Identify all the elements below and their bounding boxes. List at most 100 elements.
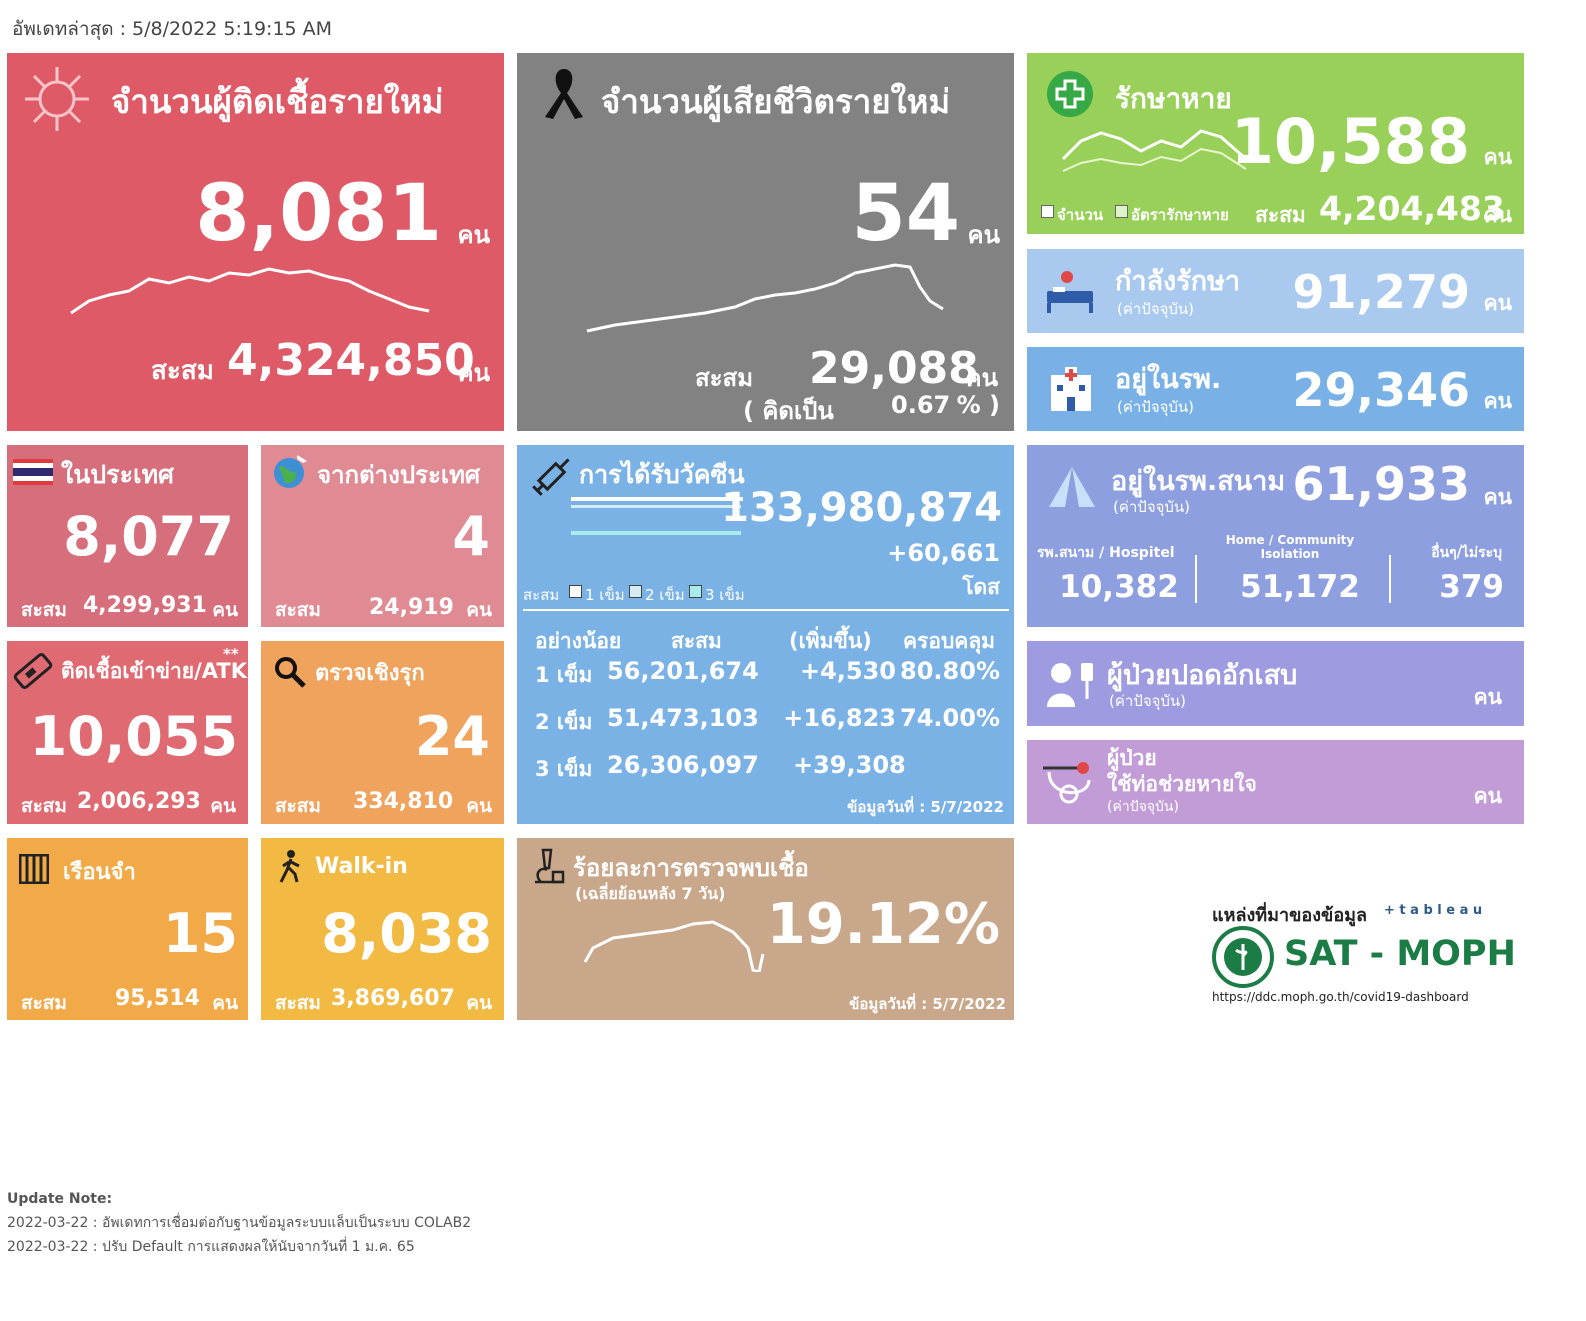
legend-count-swatch [1041,205,1054,218]
divider [1389,555,1391,603]
dose-delta: +4,530 [799,657,896,685]
treating-value: 91,279 [1292,265,1470,319]
ventilator-title-2: ใช้ท่อช่วยหายใจ [1107,772,1257,796]
field-sub: (ค่าปัจจุบัน) [1113,498,1191,516]
microscope-icon [535,848,565,884]
walkin-tile[interactable]: Walk-in 8,038 สะสม 3,869,607 คน [261,838,504,1020]
new-cases-tile[interactable]: จำนวนผู้ติดเชื้อรายใหม่ 8,081 คน สะสม 4,… [7,53,504,431]
divider [1195,555,1197,603]
positivity-tile[interactable]: ร้อยละการตรวจพบเชื้อ (เฉลี่ยย้อนหลัง 7 ว… [517,838,1014,1020]
vaccine-legend-2: 2 เข็ม [645,586,685,604]
positivity-date: ข้อมูลวันที่ : 5/7/2022 [849,995,1006,1013]
dose-label: 1 เข็ม [535,663,593,687]
hospital-tile[interactable]: อยู่ในรพ. (ค่าปัจจุบัน) 29,346 คน [1027,347,1524,431]
vaccine-legend-1: 1 เข็ม [585,586,625,604]
prison-value: 15 [162,902,238,965]
deaths-title: จำนวนผู้เสียชีวิตรายใหม่ [601,82,951,121]
recovered-cum-label: สะสม [1255,203,1306,227]
vaccine-bar-2 [571,505,741,508]
deaths-rate-open: ( คิดเป็น [743,397,834,425]
treating-title: กำลังรักษา [1115,266,1241,297]
positivity-value: 19.12% [766,892,1000,957]
dose-delta: +39,308 [793,751,906,779]
vaccine-header-delta: (เพิ่มขึ้น) [789,629,872,653]
new-cases-trend-line [70,267,430,315]
vaccine-date: ข้อมูลวันที่ : 5/7/2022 [847,798,1004,816]
field-title: อยู่ในรพ.สนาม [1111,466,1286,497]
field-unit: คน [1483,485,1512,509]
hospitel-label: รพ.สนาม / Hospitel [1037,545,1175,561]
prison-cum-unit: คน [212,992,238,1014]
vaccine-tile[interactable]: การได้รับวัคซีน 133,980,874 +60,661 โดส … [517,445,1014,824]
walkin-cum-label: สะสม [275,992,321,1014]
new-cases-cum: 4,324,850 [227,335,475,386]
recovered-tile[interactable]: รักษาหาย 10,588 คน จำนวน อัตรารักษาหาย ส… [1027,53,1524,234]
legend-rate-swatch [1115,205,1128,218]
treating-unit: คน [1483,291,1512,315]
deaths-rate-close: % ) [956,391,1000,419]
atk-tile[interactable]: ติดเชื้อเข้าข่าย/ATK ** 10,055 สะสม 2,00… [7,641,248,824]
field-value: 61,933 [1292,457,1470,511]
prison-cum-label: สะสม [21,992,67,1014]
home-isolation-value: 51,172 [1240,569,1360,605]
vaccine-title: การได้รับวัคซีน [579,460,745,489]
pneumonia-unit: คน [1473,685,1502,709]
plus-cross-icon [1047,71,1093,117]
prison-bars-icon [19,854,49,884]
ventilator-tile[interactable]: ผู้ป่วย ใช้ท่อช่วยหายใจ (ค่าปัจจุบัน) คน [1027,740,1524,824]
field-hospital-tile[interactable]: อยู่ในรพ.สนาม (ค่าปัจจุบัน) 61,933 คน รพ… [1027,445,1524,627]
prison-tile[interactable]: เรือนจำ 15 สะสม 95,514 คน [7,838,248,1020]
home-isolation-label: Home / Community Isolation [1225,533,1355,561]
vaccine-divider [523,609,1009,611]
pneumonia-tile[interactable]: ผู้ป่วยปอดอักเสบ (ค่าปัจจุบัน) คน [1027,641,1524,726]
recovered-title: รักษาหาย [1115,82,1232,115]
hospital-building-icon [1051,367,1091,411]
source-url[interactable]: https://ddc.moph.go.th/covid19-dashboard [1212,990,1469,1004]
new-cases-cum-unit: คน [457,359,490,387]
legend-1-swatch [569,585,582,598]
prison-cum: 95,514 [115,986,200,1011]
walkin-value: 8,038 [321,902,492,965]
vaccine-bar-3 [571,531,741,535]
tableau-logo: + t a b l e a u [1384,903,1483,918]
foreign-cum-unit: คน [466,599,492,621]
dose-label: 3 เข็ม [535,757,593,781]
recovered-unit: คน [1483,145,1512,169]
deaths-cum-label: สะสม [695,364,754,392]
recovered-trend-line [1061,129,1247,172]
other-value: 379 [1439,569,1504,605]
proactive-cum-unit: คน [466,795,492,817]
domestic-tile[interactable]: ในประเทศ 8,077 สะสม 4,299,931 คน [7,445,248,627]
foreign-tile[interactable]: จากต่างประเทศ 4 สะสม 24,919 คน [261,445,504,627]
legend-2-swatch [629,585,642,598]
vaccine-bar-1 [571,497,743,501]
hospital-bed-icon [1047,271,1093,313]
notes-title: Update Note: [7,1191,113,1207]
recovered-cum-unit: คน [1483,203,1512,227]
foreign-value: 4 [452,505,490,568]
hospital-unit: คน [1483,389,1512,413]
legend-rate: อัตรารักษาหาย [1131,206,1229,224]
source-label: แหล่งที่มาของข้อมูล [1212,905,1368,926]
deaths-tile[interactable]: จำนวนผู้เสียชีวิตรายใหม่ 54 คน สะสม 29,0… [517,53,1014,431]
atk-cum-label: สะสม [21,795,67,817]
deaths-cum: 29,088 [809,343,979,394]
treating-tile[interactable]: กำลังรักษา (ค่าปัจจุบัน) 91,279 คน [1027,249,1524,333]
legend-3-swatch [689,585,702,598]
walkin-cum: 3,869,607 [331,986,455,1011]
new-cases-cum-label: สะสม [151,356,214,386]
domestic-cum: 4,299,931 [83,593,207,618]
proactive-tile[interactable]: ตรวจเชิงรุก 24 สะสม 334,810 คน [261,641,504,824]
moph-seal-icon [1212,926,1274,988]
proactive-cum-label: สะสม [275,795,321,817]
magnifier-icon [275,657,306,688]
syringe-icon [532,458,570,496]
proactive-title: ตรวจเชิงรุก [315,661,425,686]
deaths-trend-line [586,263,944,333]
vaccine-header-coverage: ครอบคลุม [903,629,996,653]
pneumonia-title: ผู้ป่วยปอดอักเสบ [1107,660,1298,691]
globe-plane-icon [274,455,307,488]
other-label: อื่นๆ/ไม่ระบุ [1431,545,1502,561]
atk-title: ติดเชื้อเข้าข่าย/ATK [61,659,247,683]
thai-flag-icon [13,459,53,485]
